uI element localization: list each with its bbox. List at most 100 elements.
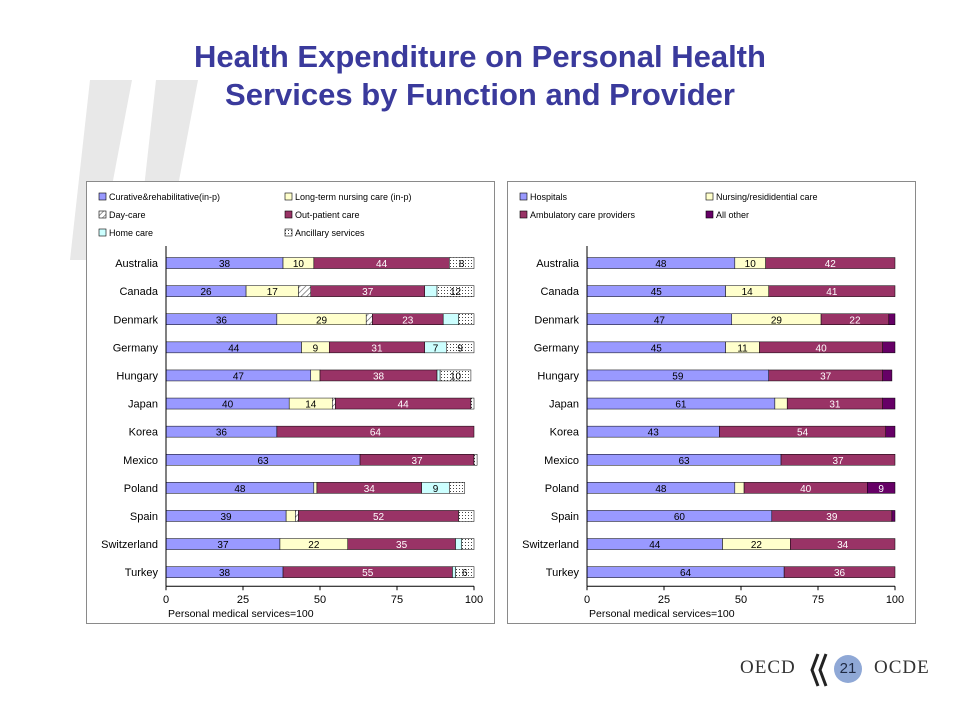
slide-title-line-1: Health Expenditure on Personal Health bbox=[194, 39, 766, 74]
data-label-hungary-hospitals: 59 bbox=[672, 371, 684, 382]
bar-segment-denmark-home-care bbox=[442, 313, 459, 325]
legend-item-ambulatory-care-providers: Ambulatory care providers bbox=[519, 210, 636, 220]
data-label-australia-out-patient-care: 44 bbox=[376, 259, 388, 270]
data-label-spain-hospitals: 60 bbox=[674, 512, 686, 523]
data-label-hungary-curative-rehabilitative-in-p: 47 bbox=[233, 371, 245, 382]
legend-item-ancillary-services: Ancillary services bbox=[284, 228, 365, 238]
data-label-japan-ambulatory-care-providers: 31 bbox=[829, 400, 841, 411]
data-label-spain-out-patient-care: 52 bbox=[373, 512, 385, 523]
data-label-japan-out-patient-care: 44 bbox=[398, 400, 410, 411]
category-label-australia: Australia bbox=[536, 258, 580, 270]
brand-oecd-text: OECD bbox=[740, 657, 796, 678]
legend-item-out-patient-care: Out-patient care bbox=[284, 210, 360, 220]
x-tick-label: 0 bbox=[163, 594, 169, 606]
category-label-denmark: Denmark bbox=[534, 314, 579, 326]
chart-panel-by-function: Curative&rehabilitative(in-p) Long-term n… bbox=[86, 181, 495, 624]
x-tick-label: 25 bbox=[658, 594, 670, 606]
data-label-mexico-hospitals: 63 bbox=[678, 456, 690, 467]
data-label-denmark-curative-rehabilitative-in-p: 36 bbox=[216, 315, 228, 326]
legend-label: Day-care bbox=[109, 210, 146, 220]
legend-label: Curative&rehabilitative(in-p) bbox=[109, 192, 220, 202]
data-label-turkey-out-patient-care: 55 bbox=[362, 568, 374, 579]
category-label-hungary: Hungary bbox=[537, 370, 579, 382]
data-label-canada-curative-rehabilitative-in-p: 26 bbox=[200, 287, 212, 298]
x-tick-label: 100 bbox=[465, 594, 483, 606]
category-label-denmark: Denmark bbox=[113, 314, 158, 326]
data-label-canada-out-patient-care: 37 bbox=[362, 287, 374, 298]
data-label-germany-out-patient-care: 31 bbox=[371, 343, 383, 354]
x-tick-label: 100 bbox=[886, 594, 904, 606]
data-label-turkey-ancillary-services: 6 bbox=[462, 568, 468, 579]
bar-segment-poland-nursing-resididential-care bbox=[734, 482, 745, 494]
data-label-switzerland-long-term-nursing-care-in-p: 22 bbox=[308, 540, 320, 551]
legend-label: Hospitals bbox=[530, 192, 568, 202]
bar-segment-poland-all-other bbox=[867, 482, 896, 494]
category-label-japan: Japan bbox=[128, 399, 158, 411]
category-label-japan: Japan bbox=[549, 399, 579, 411]
data-label-australia-nursing-resididential-care: 10 bbox=[745, 259, 757, 270]
chart-by-function: Curative&rehabilitative(in-p) Long-term n… bbox=[98, 192, 483, 620]
data-label-poland-curative-rehabilitative-in-p: 48 bbox=[234, 484, 246, 495]
data-label-japan-hospitals: 61 bbox=[675, 400, 687, 411]
chart-legend: Hospitals Nursing/resididential care Ambul… bbox=[519, 192, 818, 220]
data-label-switzerland-out-patient-care: 35 bbox=[396, 540, 408, 551]
legend-swatch bbox=[705, 210, 714, 219]
bar-segment-poland-ancillary-services bbox=[449, 482, 466, 494]
data-label-poland-ambulatory-care-providers: 40 bbox=[800, 484, 812, 495]
data-label-australia-curative-rehabilitative-in-p: 38 bbox=[219, 259, 231, 270]
data-label-korea-out-patient-care: 64 bbox=[370, 428, 382, 439]
bar-segment-canada-day-care bbox=[298, 285, 312, 297]
data-label-hungary-out-patient-care: 38 bbox=[373, 371, 385, 382]
data-label-germany-hospitals: 45 bbox=[651, 343, 663, 354]
category-label-canada: Canada bbox=[540, 286, 579, 298]
category-label-mexico: Mexico bbox=[544, 455, 579, 467]
legend-label: All other bbox=[716, 210, 749, 220]
page-number: 21 bbox=[834, 655, 862, 683]
oecd-logo-icon bbox=[810, 653, 828, 687]
legend-swatch bbox=[98, 210, 107, 219]
bar-segment-denmark-all-other bbox=[888, 313, 896, 325]
data-label-hungary-ancillary-services: 10 bbox=[450, 371, 462, 382]
data-label-australia-ancillary-services: 8 bbox=[459, 259, 465, 270]
data-label-turkey-ambulatory-care-providers: 36 bbox=[834, 568, 846, 579]
oecd-brand: OECD 21 OCDE bbox=[738, 652, 938, 688]
data-label-switzerland-ambulatory-care-providers: 34 bbox=[837, 540, 849, 551]
data-label-germany-ambulatory-care-providers: 40 bbox=[816, 343, 828, 354]
legend-item-day-care: Day-care bbox=[98, 210, 146, 220]
legend-item-hospitals: Hospitals bbox=[519, 192, 568, 202]
data-label-australia-ambulatory-care-providers: 42 bbox=[825, 259, 837, 270]
legend-label: Out-patient care bbox=[295, 210, 360, 220]
bar-segment-switzerland-home-care bbox=[455, 538, 462, 550]
data-label-poland-home-care: 9 bbox=[433, 484, 439, 495]
chart-panel-by-provider: Hospitals Nursing/resididential care Ambul… bbox=[507, 181, 916, 624]
chart-legend: Curative&rehabilitative(in-p) Long-term n… bbox=[98, 192, 412, 238]
legend-swatch bbox=[98, 192, 107, 201]
bar-segment-korea-all-other bbox=[885, 425, 896, 438]
legend-swatch bbox=[98, 228, 107, 237]
bar-segment-denmark-day-care bbox=[365, 313, 373, 325]
legend-label: Home care bbox=[109, 228, 153, 238]
legend-swatch bbox=[519, 210, 528, 219]
legend-label: Ambulatory care providers bbox=[530, 210, 636, 220]
category-label-hungary: Hungary bbox=[116, 370, 158, 382]
category-label-korea: Korea bbox=[129, 427, 159, 439]
data-label-canada-hospitals: 45 bbox=[651, 287, 663, 298]
bar-segment-japan-day-care bbox=[332, 397, 336, 410]
bar-segment-denmark-ancillary-services bbox=[458, 313, 475, 325]
bar-segment-japan-ancillary-services bbox=[470, 397, 475, 410]
category-label-mexico: Mexico bbox=[123, 455, 158, 467]
x-tick-label: 75 bbox=[391, 594, 403, 606]
legend-label: Ancillary services bbox=[295, 228, 365, 238]
bar-segment-turkey-ambulatory-care-providers bbox=[783, 566, 896, 578]
data-label-mexico-curative-rehabilitative-in-p: 63 bbox=[257, 456, 269, 467]
data-label-germany-ancillary-services: 9 bbox=[457, 343, 463, 354]
legend-item-home-care: Home care bbox=[98, 228, 153, 238]
legend-item-curative-rehabilitative-in-p: Curative&rehabilitative(in-p) bbox=[98, 192, 220, 202]
data-label-turkey-hospitals: 64 bbox=[680, 568, 692, 579]
bar-segment-hungary-ancillary-services bbox=[439, 369, 472, 382]
x-tick-label: 25 bbox=[237, 594, 249, 606]
data-label-australia-long-term-nursing-care-in-p: 10 bbox=[293, 259, 305, 270]
bar-segment-germany-ancillary-services bbox=[446, 341, 475, 354]
data-label-mexico-ambulatory-care-providers: 37 bbox=[832, 456, 844, 467]
data-label-canada-long-term-nursing-care-in-p: 17 bbox=[267, 287, 279, 298]
